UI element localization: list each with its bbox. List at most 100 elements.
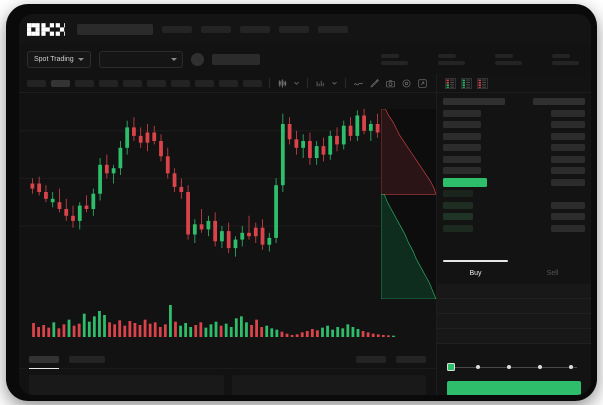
market-header-bar: Spot Trading: [19, 44, 591, 74]
pencil-icon[interactable]: [369, 78, 380, 89]
timeframe-7[interactable]: [171, 79, 190, 87]
order-extra-field[interactable]: [437, 329, 591, 344]
ask-row-3[interactable]: [443, 132, 585, 141]
bottom-panel-left[interactable]: [29, 375, 224, 395]
timeframe-2[interactable]: [51, 79, 70, 87]
amount-percent-slider[interactable]: [447, 362, 581, 372]
slider-stop-75[interactable]: [538, 365, 542, 369]
orderbook-amount-cell: [551, 132, 585, 140]
orderbook-amount-cell: [551, 144, 585, 151]
indicators-icon[interactable]: [315, 78, 326, 89]
orders-tab-bar: [19, 350, 436, 369]
ask-row-5[interactable]: [443, 155, 585, 164]
orderbook-price-cell: [443, 121, 481, 128]
top-navigation-bar: [19, 14, 591, 44]
bid-row-4[interactable]: [443, 224, 585, 233]
okx-logo-icon[interactable]: [27, 22, 65, 36]
last-price-value: [211, 53, 260, 65]
toolbar-divider: [269, 78, 270, 88]
stat-24h-high: [438, 53, 465, 65]
nav-item-3[interactable]: [240, 25, 270, 33]
orderbook-price-cell: [443, 201, 473, 209]
timeframe-1[interactable]: [27, 79, 46, 87]
bottom-action-1[interactable]: [356, 355, 386, 363]
timeframe-10[interactable]: [243, 79, 262, 87]
device-frame: Spot Trading: [6, 4, 597, 401]
slider-stop-100[interactable]: [569, 365, 573, 369]
nav-item-5[interactable]: [318, 25, 348, 33]
nav-item-1[interactable]: [162, 25, 192, 33]
orderbook-header: [443, 97, 585, 106]
bid-row-1[interactable]: [443, 189, 585, 198]
trading-pair-select[interactable]: [98, 50, 183, 68]
last-price-row[interactable]: [443, 177, 585, 187]
tab-order-history[interactable]: [69, 355, 105, 363]
order-entry-form: [437, 284, 591, 395]
orderbook-amount-cell: [551, 155, 585, 163]
order-amount-field[interactable]: [437, 299, 591, 314]
ask-row-4[interactable]: [443, 143, 585, 152]
stat-24h-low: [495, 53, 522, 65]
orderbook-view-asks-icon[interactable]: [477, 77, 488, 89]
timeframe-5[interactable]: [123, 79, 142, 87]
camera-icon[interactable]: [385, 78, 396, 89]
active-tab-underline: [29, 367, 59, 369]
toolbar-divider: [307, 78, 308, 88]
orderbook-price-cell: [443, 167, 481, 174]
nav-item-2[interactable]: [201, 25, 231, 33]
orderbook-price-cell: [443, 109, 481, 117]
timeframe-8[interactable]: [195, 79, 214, 87]
orderbook-view-both-icon[interactable]: [445, 77, 456, 89]
toolbar-divider: [345, 78, 346, 88]
ask-row-6[interactable]: [443, 166, 585, 175]
timeframe-3[interactable]: [75, 79, 94, 87]
orderbook-amount-cell: [551, 121, 585, 128]
chevron-down-icon[interactable]: [331, 78, 338, 89]
buy-submit-button[interactable]: [447, 381, 581, 395]
market-mode-dropdown[interactable]: Spot Trading: [27, 50, 91, 68]
order-price-field[interactable]: [437, 284, 591, 299]
slider-handle[interactable]: [447, 363, 455, 371]
bid-row-2[interactable]: [443, 201, 585, 210]
order-book[interactable]: [437, 93, 591, 233]
bottom-panel-right[interactable]: [231, 375, 426, 395]
volume-histogram: [19, 299, 436, 347]
orderbook-amount-cell: [551, 167, 585, 174]
slider-stop-50[interactable]: [507, 365, 511, 369]
nav-item-4[interactable]: [279, 25, 309, 33]
orderbook-price-cell: [443, 144, 481, 151]
chevron-down-icon[interactable]: [293, 78, 300, 89]
ask-row-1[interactable]: [443, 109, 585, 118]
timeframe-6[interactable]: [147, 79, 166, 87]
settings-icon[interactable]: [401, 78, 412, 89]
orderbook-price-cell: [443, 177, 487, 187]
tab-sell-label: Sell: [546, 269, 559, 277]
market-mode-label: Spot Trading: [34, 55, 74, 63]
line-wave-icon[interactable]: [353, 78, 364, 89]
stat-24h-volume: [552, 53, 579, 65]
fullscreen-icon[interactable]: [417, 78, 428, 89]
app-viewport: Spot Trading: [19, 14, 591, 395]
tab-sell[interactable]: Sell: [514, 260, 591, 282]
slider-stop-25[interactable]: [476, 365, 480, 369]
chevron-down-icon: [170, 57, 177, 61]
orderbook-view-toggles: [437, 74, 591, 93]
orderbook-price-cell: [443, 155, 481, 163]
orderbook-view-bids-icon[interactable]: [461, 77, 472, 89]
orderbook-price-cell: [443, 190, 473, 197]
global-search-input[interactable]: [77, 23, 153, 35]
orders-panels: [19, 375, 436, 395]
price-chart[interactable]: [19, 93, 436, 299]
timeframe-9[interactable]: [219, 79, 238, 87]
tab-buy[interactable]: Buy: [437, 260, 514, 282]
candlestick-type-icon[interactable]: [277, 78, 288, 89]
chevron-down-icon: [77, 57, 84, 61]
bid-row-3[interactable]: [443, 212, 585, 221]
orderbook-amount-cell: [551, 224, 585, 232]
timeframe-4[interactable]: [99, 79, 118, 87]
ask-row-2[interactable]: [443, 120, 585, 129]
bottom-action-2[interactable]: [396, 355, 426, 363]
tab-open-orders[interactable]: [29, 355, 59, 369]
orderbook-trade-column: Buy Sell: [436, 74, 591, 395]
order-total-field[interactable]: [437, 314, 591, 329]
